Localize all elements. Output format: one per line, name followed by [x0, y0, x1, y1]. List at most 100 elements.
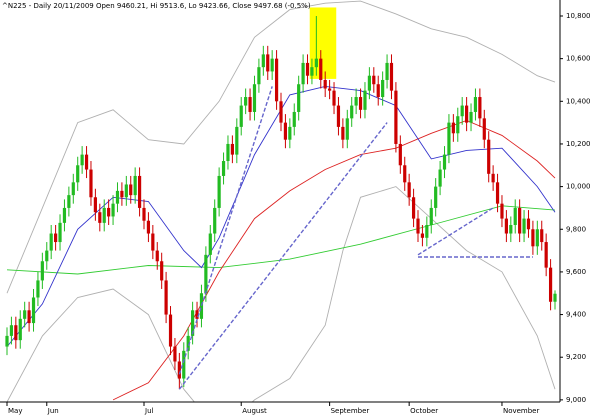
candle-body — [389, 62, 394, 91]
indicator-line — [6, 186, 556, 402]
candle-body — [230, 143, 234, 155]
candle-body — [217, 175, 221, 208]
candle-body — [363, 90, 367, 110]
candle-body — [336, 105, 341, 127]
x-tick-label: Jul — [144, 407, 154, 415]
candle-body — [522, 218, 526, 234]
candle-body — [62, 207, 67, 223]
candle-body — [460, 105, 464, 117]
y-tick-label: 9,800 — [566, 225, 586, 233]
candle-body — [221, 161, 226, 176]
trendline-layer — [178, 86, 533, 390]
candle-body — [328, 88, 332, 91]
y-tick-label: 10,600 — [566, 55, 591, 63]
candle-body — [261, 54, 265, 68]
trend-line — [178, 122, 388, 390]
candle-body — [120, 190, 124, 198]
candle-body — [80, 154, 84, 166]
candle-body — [195, 310, 199, 319]
candle-body — [500, 203, 504, 219]
y-tick-label: 10,800 — [566, 12, 591, 20]
candle-body — [509, 224, 513, 234]
candle-body — [456, 116, 460, 134]
indicator-line — [6, 205, 556, 275]
candle-body — [36, 280, 40, 298]
candle-body — [151, 233, 155, 251]
x-tick-label: November — [503, 407, 540, 415]
candle-body — [288, 126, 292, 140]
candle-body — [341, 126, 345, 140]
candle-body — [465, 105, 469, 123]
candle-body — [5, 335, 9, 347]
candle-body — [18, 318, 22, 341]
highlight-box — [309, 7, 337, 79]
candle-layer — [5, 15, 557, 390]
candle-body — [239, 105, 243, 127]
candle-body — [186, 335, 190, 351]
candle-body — [274, 58, 279, 102]
candle-body — [531, 229, 535, 247]
candle-body — [31, 297, 36, 324]
candle-body — [23, 310, 27, 319]
candle-body — [199, 293, 204, 319]
candle-body — [323, 79, 327, 89]
plot-background — [309, 7, 337, 79]
candle-body — [14, 325, 18, 341]
candle-body — [270, 58, 274, 72]
y-tick-label: 9,000 — [566, 396, 586, 404]
y-tick-label: 9,200 — [566, 353, 586, 361]
candle-body — [279, 101, 283, 123]
candle-body — [372, 75, 376, 85]
x-tick-label: August — [242, 407, 267, 415]
y-tick-label: 10,000 — [566, 183, 591, 191]
candle-body — [385, 62, 389, 80]
candle-body — [438, 169, 442, 187]
candle-body — [544, 242, 548, 268]
indicator-line — [112, 120, 556, 401]
candle-body — [314, 58, 318, 68]
candle-body — [526, 218, 531, 230]
candle-body — [191, 310, 195, 336]
candle-body — [168, 314, 173, 347]
candle-body — [67, 195, 71, 208]
candle-body — [49, 233, 53, 251]
candle-body — [235, 126, 239, 155]
candle-body — [58, 222, 62, 243]
candle-body — [469, 111, 473, 123]
candle-body — [447, 122, 451, 155]
candle-body — [491, 173, 495, 183]
indicator-line — [6, 0, 556, 294]
candle-body — [146, 220, 151, 234]
candle-body — [89, 169, 93, 198]
candle-body — [420, 233, 425, 238]
candle-body — [518, 207, 522, 234]
trend-line — [417, 207, 494, 256]
candle-body — [376, 84, 380, 98]
candle-body — [513, 207, 517, 225]
x-tick-label: May — [8, 407, 22, 415]
candle-body — [213, 207, 217, 234]
candle-body — [398, 143, 402, 166]
candle-body — [381, 79, 385, 98]
candle-body — [133, 175, 137, 196]
candle-body — [367, 75, 371, 91]
y-tick-label: 9,600 — [566, 268, 586, 276]
axis-layer: 9,000 9,200 9,400 9,600 9,800 10,000 10,200 10,… — [6, 12, 591, 415]
indicator-line — [6, 85, 556, 347]
candle-body — [98, 212, 102, 223]
indicator-layer — [6, 0, 556, 402]
candle-body — [160, 261, 164, 281]
candle-body — [177, 361, 181, 379]
candle-body — [93, 197, 97, 213]
candle-body — [27, 310, 31, 324]
candle-body — [434, 186, 438, 208]
candle-body — [124, 184, 128, 198]
x-tick-label: October — [410, 407, 438, 415]
candle-body — [540, 229, 544, 243]
candle-body — [266, 54, 270, 72]
candle-body — [173, 346, 177, 362]
candle-body — [107, 207, 111, 217]
candle-body — [504, 218, 508, 234]
candle-body — [394, 90, 398, 144]
